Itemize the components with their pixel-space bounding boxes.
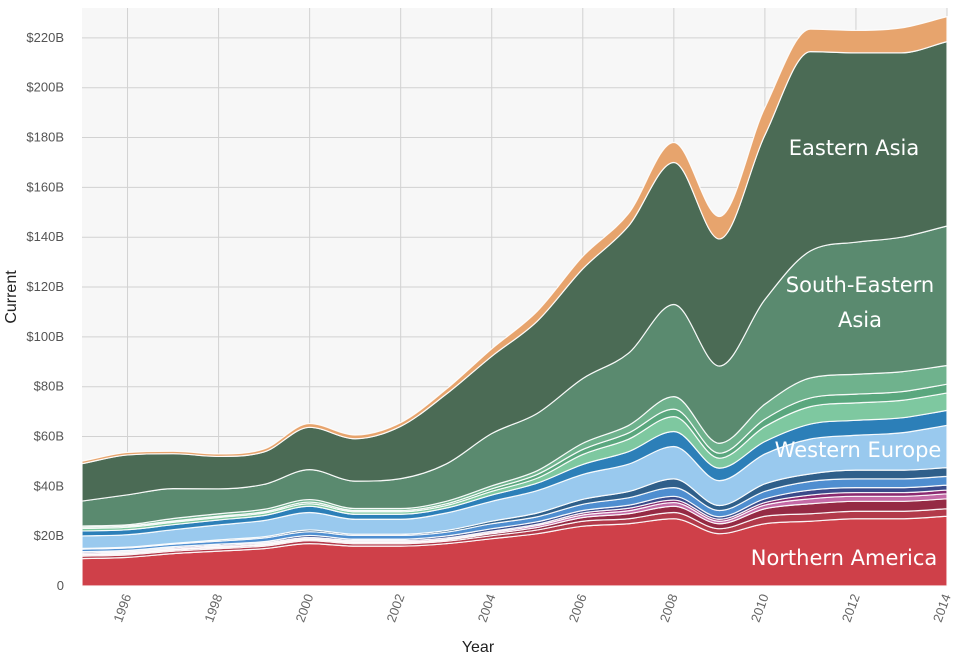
label-asia: Asia xyxy=(838,308,882,332)
x-tick-label: 2010 xyxy=(748,592,772,624)
y-tick-label: 0 xyxy=(57,578,64,593)
label-northern-america: Northern America xyxy=(751,546,938,570)
x-axis-title: Year xyxy=(462,639,495,656)
x-tick-label: 2000 xyxy=(292,592,316,624)
y-tick-label: $200B xyxy=(26,80,64,95)
y-tick-label: $160B xyxy=(26,179,64,194)
x-tick-label: 2014 xyxy=(930,592,954,624)
y-axis-ticks: 0 $20B $40B $60B $80B $100B $120B $140B $160B $18… xyxy=(26,30,64,593)
label-eastern-asia: Eastern Asia xyxy=(789,136,920,160)
x-tick-label: 2004 xyxy=(475,592,499,624)
label-western-europe: Western Europe xyxy=(775,438,942,462)
y-tick-label: $140B xyxy=(26,229,64,244)
y-tick-label: $80B xyxy=(34,379,64,394)
y-axis-title: Current xyxy=(3,270,20,324)
y-tick-label: $180B xyxy=(26,130,64,145)
x-tick-label: 2008 xyxy=(657,592,681,624)
label-south-eastern: South-Eastern xyxy=(786,273,934,297)
y-tick-label: $60B xyxy=(34,429,64,444)
x-tick-label: 1996 xyxy=(110,592,134,624)
x-tick-label: 2006 xyxy=(566,592,590,624)
area-series xyxy=(81,15,948,587)
y-tick-label: $100B xyxy=(26,329,64,344)
area-series-band-15[interactable] xyxy=(81,15,948,465)
y-tick-label: $40B xyxy=(34,478,64,493)
y-tick-label: $220B xyxy=(26,30,64,45)
x-tick-label: 1998 xyxy=(201,592,225,624)
x-tick-label: 2002 xyxy=(384,592,408,624)
x-axis-ticks: 1996 1998 2000 2002 2004 2006 2008 2010 2012 2014 xyxy=(110,592,953,624)
y-tick-label: $20B xyxy=(34,528,64,543)
y-tick-label: $120B xyxy=(26,279,64,294)
x-tick-label: 2012 xyxy=(839,592,863,624)
